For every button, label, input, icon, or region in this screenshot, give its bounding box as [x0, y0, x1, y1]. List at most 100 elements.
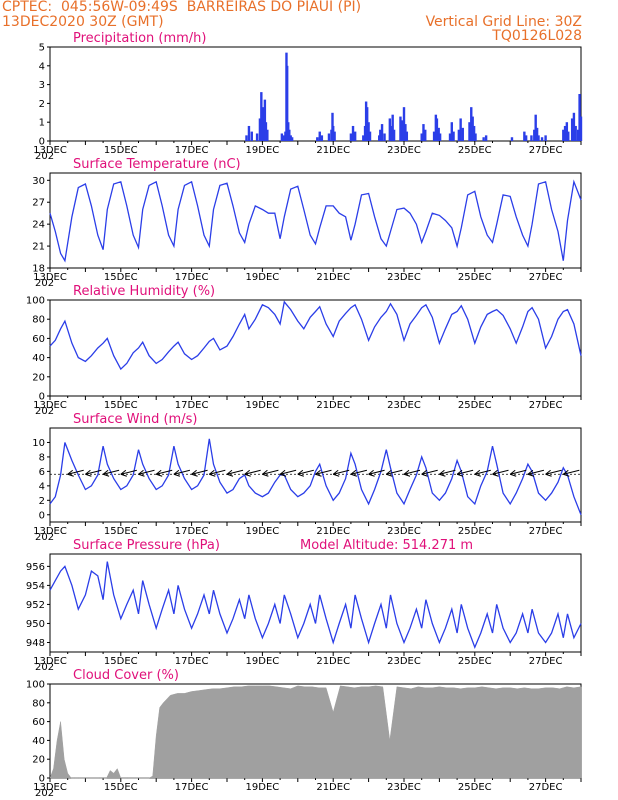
precip-bar: [535, 127, 539, 141]
x-tick-label: 17DEC: [175, 400, 209, 411]
precip-bar: [333, 131, 336, 141]
x-year-label: 202: [35, 278, 54, 289]
wind-arrow-head: [545, 469, 552, 477]
wind-arrow: [85, 469, 102, 475]
wind-arrow: [120, 469, 137, 475]
precip-bar: [250, 131, 253, 141]
y-tick-label: 3: [39, 80, 45, 91]
precip-bar: [437, 127, 440, 141]
wind-arrow: [456, 469, 474, 475]
precip-bar: [280, 133, 284, 141]
precip-bar: [534, 114, 537, 141]
precip-bar: [422, 124, 425, 141]
x-tick-label: 27DEC: [529, 782, 563, 793]
x-tick-label: 21DEC: [316, 656, 350, 667]
x-tick-label: 25DEC: [458, 145, 492, 156]
wind-arrow-head: [509, 469, 517, 477]
y-tick-label: 40: [32, 736, 45, 747]
precip-bar: [450, 122, 453, 141]
precip-bar: [353, 131, 357, 141]
precip-bar: [435, 118, 439, 141]
wind-arrow: [102, 469, 120, 475]
wind-arrow-head: [67, 469, 74, 477]
precip-bar: [327, 133, 331, 141]
precip-bar: [247, 125, 251, 141]
x-tick-label: 13DEC: [33, 526, 67, 537]
precip-bar: [399, 116, 402, 141]
y-tick-label: 2: [39, 99, 45, 110]
wind-arrow-head: [474, 469, 481, 477]
y-tick-label: 4: [39, 61, 45, 72]
precip-bar: [390, 125, 393, 141]
x-tick-label: 17DEC: [175, 656, 209, 667]
x-tick-label: 15DEC: [104, 400, 138, 411]
precip-bar: [457, 129, 461, 141]
x-tick-label: 23DEC: [387, 145, 421, 156]
precip-bar: [524, 135, 528, 141]
x-tick-label: 27DEC: [529, 400, 563, 411]
y-tick-label: 2: [39, 496, 45, 507]
y-tick-label: 10: [32, 438, 45, 449]
x-tick-label: 19DEC: [246, 145, 280, 156]
precip-bar: [482, 137, 485, 141]
precip-bar: [448, 133, 452, 141]
x-tick-label: 23DEC: [387, 526, 421, 537]
precip-bar: [379, 129, 382, 141]
y-tick-label: 0: [39, 392, 45, 403]
precip-bar: [391, 114, 394, 141]
header-model-code: TQ0126L028: [492, 28, 582, 44]
panel-title: Precipitation (mm/h): [73, 31, 206, 46]
wind-arrow-head: [244, 469, 251, 477]
x-tick-label: 13DEC: [33, 782, 67, 793]
precip-bar: [290, 137, 294, 141]
precip-bar: [289, 135, 292, 141]
x-tick-label: 19DEC: [246, 782, 280, 793]
precip-bar: [282, 135, 285, 141]
wind-arrow-head: [421, 469, 428, 477]
precip-bar: [537, 135, 540, 141]
x-tick-label: 25DEC: [458, 400, 492, 411]
series-line: [49, 300, 582, 371]
precip-bar: [285, 65, 289, 141]
wind-arrow-head: [155, 469, 163, 477]
precip-bar: [574, 125, 577, 141]
x-tick-label: 21DEC: [316, 272, 350, 283]
wind-arrow: [492, 469, 509, 475]
precip-bar: [578, 94, 581, 141]
y-tick-label: 948: [26, 638, 45, 649]
y-tick-label: 1: [39, 118, 45, 129]
x-tick-label: 17DEC: [175, 272, 209, 283]
precip-bar: [461, 127, 464, 141]
header-location: CPTEC: 045:56W-09:49S BARREIRAS DO PIAUI…: [2, 0, 362, 15]
x-year-label: 202: [35, 406, 54, 417]
x-tick-label: 13DEC: [33, 400, 67, 411]
precip-bar: [530, 135, 533, 141]
series-line: [49, 561, 582, 649]
series-line: [49, 179, 582, 263]
wind-arrow: [386, 469, 403, 475]
x-tick-label: 13DEC: [33, 272, 67, 283]
wind-arrow-head: [315, 469, 322, 477]
precip-bar: [468, 122, 471, 141]
wind-arrow: [510, 469, 527, 475]
precip-bar: [544, 135, 547, 141]
y-tick-label: 30: [32, 176, 45, 187]
x-year-label: 202: [35, 662, 54, 673]
y-tick-label: 0: [39, 774, 45, 785]
panel-frame: [49, 553, 582, 653]
wind-arrow-head: [385, 469, 393, 477]
x-tick-label: 13DEC: [33, 145, 67, 156]
wind-arrow-head: [226, 469, 234, 477]
x-tick-label: 15DEC: [104, 656, 138, 667]
x-tick-label: 25DEC: [458, 272, 492, 283]
wind-arrow: [262, 469, 279, 475]
y-tick-label: 0: [39, 510, 45, 521]
precip-bar: [255, 133, 259, 141]
precip-bar: [472, 125, 476, 141]
wind-arrow-head: [173, 469, 181, 477]
x-tick-label: 27DEC: [529, 272, 563, 283]
x-tick-label: 23DEC: [387, 400, 421, 411]
wind-arrow-head: [279, 469, 287, 477]
wind-arrow: [173, 469, 191, 475]
header-grid-line: Vertical Grid Line: 30Z: [425, 14, 582, 30]
